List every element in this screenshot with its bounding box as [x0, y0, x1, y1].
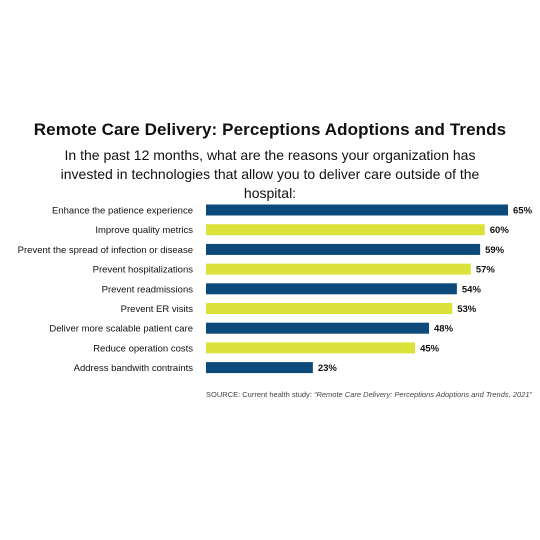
bar: [206, 263, 471, 275]
chart-title: Remote Care Delivery: Perceptions Adopti…: [33, 120, 507, 139]
value-label: 57%: [476, 265, 496, 276]
bar: [206, 283, 457, 295]
value-label: 23%: [318, 363, 338, 374]
bar: [206, 224, 485, 236]
bar: [206, 322, 430, 334]
category-label: Reduce operation costs: [93, 343, 193, 354]
category-label: Prevent ER visits: [121, 304, 194, 315]
value-label: 48%: [434, 324, 454, 335]
value-label: 53%: [457, 304, 477, 315]
bar: [206, 342, 416, 354]
value-label: 60%: [490, 225, 510, 236]
bar: [206, 362, 313, 374]
category-label: Address bandwith contraints: [74, 363, 194, 374]
bar-chart: Enhance the patience experience 65% Improv…: [18, 204, 533, 374]
bar: [206, 204, 508, 216]
source-note: SOURCE: Current health study: “Remote Ca…: [206, 390, 536, 399]
value-label: 65%: [513, 206, 533, 217]
source-citation: “Remote Care Delivery: Perceptions Adopt…: [313, 390, 532, 399]
value-label: 45%: [420, 343, 440, 354]
category-label: Enhance the patience experience: [52, 206, 193, 217]
bar: [206, 303, 453, 314]
value-label: 59%: [485, 245, 505, 256]
value-label: 54%: [462, 284, 482, 295]
category-label: Prevent the spread of infection or disea…: [18, 245, 193, 256]
bar: [206, 243, 481, 255]
category-label: Prevent hospitalizations: [93, 265, 194, 276]
category-label: Prevent readmissions: [102, 284, 194, 295]
source-prefix: SOURCE: Current health study:: [206, 390, 314, 399]
chart-subtitle: In the past 12 months, what are the reas…: [60, 147, 480, 201]
category-label: Improve quality metrics: [95, 225, 193, 236]
category-label: Deliver more scalable patient care: [49, 324, 193, 335]
